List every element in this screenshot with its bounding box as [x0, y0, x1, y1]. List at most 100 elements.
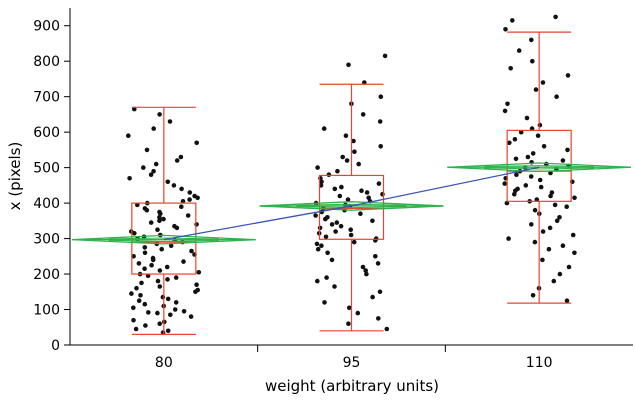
data-point — [313, 213, 318, 218]
data-point — [355, 310, 361, 316]
data-point — [364, 271, 369, 277]
data-point — [553, 14, 558, 20]
data-point — [537, 122, 543, 128]
y-tick-label: 500 — [33, 161, 60, 177]
x-tick-label: 95 — [343, 355, 361, 371]
data-point — [135, 202, 140, 208]
data-point — [347, 305, 352, 311]
data-point — [525, 154, 531, 160]
data-point — [506, 236, 511, 241]
data-point — [136, 298, 142, 304]
data-point — [338, 223, 344, 229]
data-point — [160, 294, 166, 300]
data-point — [195, 287, 200, 293]
data-point — [512, 137, 518, 142]
data-point — [168, 243, 174, 248]
data-point — [157, 218, 162, 224]
data-point — [148, 220, 154, 225]
data-point — [185, 213, 191, 218]
data-point — [167, 119, 173, 124]
data-point — [370, 294, 375, 300]
data-point — [148, 172, 154, 177]
overlap-mark-lower — [108, 239, 219, 242]
data-point — [557, 215, 562, 220]
data-point — [502, 108, 508, 114]
y-tick-label: 800 — [33, 54, 60, 70]
data-point — [334, 220, 340, 225]
data-point — [168, 312, 173, 318]
data-point — [378, 94, 384, 99]
y-tick-label: 100 — [33, 303, 60, 319]
y-axis: 0 100 200 300 400 500 600 700 800 900 — [33, 8, 71, 354]
data-point — [325, 250, 330, 256]
data-point — [508, 66, 513, 71]
data-point — [196, 270, 202, 275]
data-point — [194, 140, 199, 146]
data-point — [377, 119, 383, 124]
data-point — [530, 58, 535, 64]
data-point — [332, 284, 337, 289]
data-point — [192, 193, 197, 199]
data-point — [548, 193, 553, 199]
data-point — [127, 176, 132, 181]
data-point — [366, 195, 372, 201]
data-point — [565, 73, 571, 78]
data-point — [157, 112, 162, 117]
data-point — [142, 250, 148, 256]
data-point — [340, 154, 346, 160]
data-point — [515, 186, 520, 192]
data-point — [351, 138, 356, 144]
data-point — [329, 222, 335, 227]
data-point — [535, 133, 541, 138]
data-point — [133, 326, 139, 332]
data-point — [570, 232, 576, 238]
data-point — [174, 158, 180, 163]
data-point — [314, 241, 320, 247]
data-point — [560, 243, 566, 248]
data-point — [343, 133, 349, 138]
x-tick-label: 110 — [526, 355, 553, 371]
data-point — [348, 227, 354, 232]
data-point — [352, 149, 357, 154]
data-point — [319, 179, 324, 185]
data-point — [315, 278, 320, 284]
data-point — [153, 161, 159, 167]
data-point — [194, 282, 199, 288]
data-point — [134, 285, 139, 291]
data-point — [142, 206, 148, 211]
data-point — [503, 27, 508, 32]
data-point — [359, 188, 364, 193]
data-point — [504, 200, 510, 206]
data-point — [346, 62, 351, 68]
data-point — [172, 223, 177, 229]
data-point — [141, 165, 146, 170]
data-point — [188, 314, 194, 319]
data-point — [572, 195, 577, 201]
data-point — [518, 129, 524, 135]
data-point — [194, 222, 199, 227]
data-point — [322, 300, 327, 305]
data-point — [180, 199, 186, 204]
data-point — [530, 293, 536, 298]
data-point — [131, 305, 136, 311]
data-point — [187, 190, 193, 195]
data-point — [507, 140, 512, 146]
y-tick-label: 400 — [33, 196, 60, 212]
y-tick-label: 300 — [33, 232, 60, 248]
data-point — [376, 181, 382, 186]
data-point — [554, 218, 560, 224]
data-point — [524, 115, 530, 121]
data-point — [373, 253, 378, 259]
data-point — [131, 253, 136, 259]
data-point — [317, 225, 323, 231]
data-point — [560, 158, 566, 163]
data-point — [335, 168, 340, 174]
data-point — [373, 236, 379, 241]
data-point — [378, 144, 384, 149]
data-point — [318, 176, 323, 181]
data-point — [540, 257, 545, 263]
data-point — [528, 174, 534, 179]
y-axis-label: x (pixels) — [6, 142, 24, 211]
data-point — [172, 307, 178, 312]
